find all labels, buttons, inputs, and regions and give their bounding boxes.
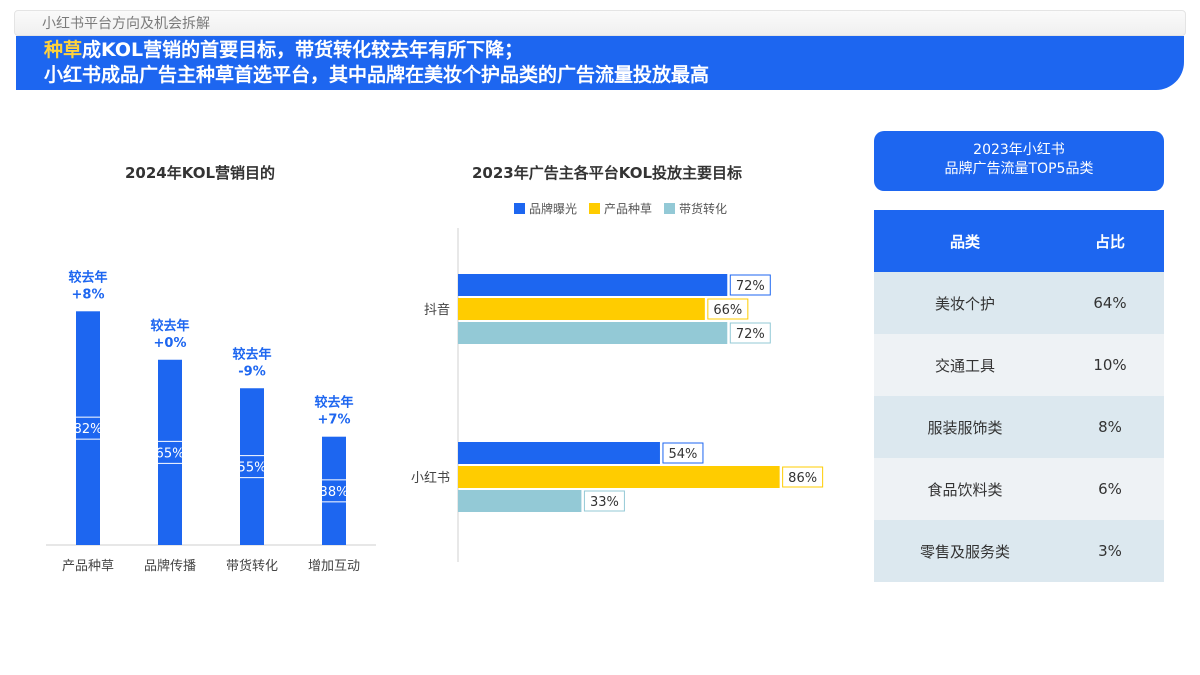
top5-card-header: 2023年小红书 品牌广告流量TOP5品类 — [874, 131, 1164, 191]
x-tick-label: 产品种草 — [62, 559, 114, 574]
change-value-label: +8% — [72, 287, 105, 302]
bar-value-label: 66% — [713, 303, 742, 318]
bar — [76, 311, 100, 545]
breadcrumb-bar — [14, 10, 1186, 36]
bar-label-box — [662, 442, 704, 464]
headline-line-1: 种草成KOL营销的首要目标，带货转化较去年有所下降； — [44, 38, 709, 63]
table-cell-category: 美妆个护 — [934, 294, 995, 313]
bar-label-box — [151, 440, 189, 464]
y-tick-label: 抖音 — [424, 302, 450, 318]
legend-label: 带货转化 — [679, 202, 728, 216]
table-row: 交通工具 10% — [874, 334, 1164, 396]
legend-item-sales-conversion: 带货转化 — [664, 200, 727, 217]
bar-value-label: 65% — [156, 446, 185, 461]
bar-label-box — [729, 274, 771, 296]
legend-item-product-seeding: 产品种草 — [589, 200, 652, 217]
platform-goals-chart: 抖音 72% 66% 72% 小红书 54% 86% 33% — [411, 228, 824, 562]
bar-value-label: 82% — [74, 422, 103, 437]
bar-label-box — [729, 322, 771, 344]
headline-highlight: 种草 — [44, 39, 83, 61]
legend-swatch — [589, 203, 601, 214]
change-value-label: +0% — [154, 336, 187, 351]
legend-label: 品牌曝光 — [529, 202, 578, 216]
table-cell-share: 8% — [1098, 418, 1122, 436]
table-cell-category: 食品饮料类 — [927, 480, 1003, 499]
legend-swatch — [514, 203, 525, 214]
table-header-row: 品类 占比 — [874, 210, 1164, 272]
bar — [240, 388, 264, 545]
legend-label: 产品种草 — [604, 202, 653, 216]
table-cell-category: 交通工具 — [934, 356, 995, 375]
bar — [458, 466, 780, 488]
bar — [458, 322, 728, 344]
change-prefix-label: 较去年 — [68, 269, 107, 285]
bar-label-box — [69, 416, 107, 440]
bar-label-box — [583, 490, 625, 512]
bar-value-label: 54% — [669, 447, 698, 462]
legend-item-brand-exposure: 品牌曝光 — [514, 200, 577, 217]
table-cell-share: 10% — [1093, 356, 1127, 374]
change-prefix-label: 较去年 — [314, 395, 353, 411]
bar-value-label: 72% — [736, 279, 765, 294]
kol-goals-chart: 82% 较去年 +8% 产品种草 65% 较去年 +0% 品牌传播 55% 较去年 -9% 带货转化 3… — [46, 269, 376, 574]
x-tick-label: 带货转化 — [226, 558, 278, 574]
chart2-title: 2023年广告主各平台KOL投放主要目标 — [472, 164, 743, 182]
headline: 种草成KOL营销的首要目标，带货转化较去年有所下降； 小红书成品广告主种草首选平… — [44, 38, 709, 88]
headline-line-2: 小红书成品广告主种草首选平台，其中品牌在美妆个护品类的广告流量投放最高 — [44, 64, 710, 86]
bar-label-box — [782, 466, 824, 488]
table-cell-share: 3% — [1098, 542, 1122, 560]
table-cell-category: 服装服饰类 — [927, 418, 1003, 437]
table-row: 零售及服务类 3% — [874, 520, 1164, 582]
table-row: 服装服饰类 8% — [874, 396, 1164, 458]
change-value-label: -9% — [238, 364, 265, 379]
y-tick-label: 小红书 — [411, 470, 450, 486]
x-tick-label: 品牌传播 — [144, 558, 196, 574]
table-header-share: 占比 — [1094, 232, 1125, 251]
bar-label-box — [315, 479, 353, 503]
change-prefix-label: 较去年 — [232, 346, 271, 362]
chart2-legend: 品牌曝光 产品种草 带货转化 — [514, 200, 727, 217]
table-cell-share: 64% — [1093, 294, 1127, 312]
headline-banner — [16, 36, 1184, 90]
bar-value-label: 55% — [238, 461, 267, 476]
table-cell-category: 零售及服务类 — [919, 542, 1010, 561]
bar-value-label: 86% — [788, 471, 817, 486]
bar — [322, 436, 346, 545]
breadcrumb: 小红书平台方向及机会拆解 — [42, 16, 210, 32]
top5-title-line-1: 2023年小红书 — [973, 142, 1065, 158]
bar — [458, 298, 705, 320]
bar-value-label: 33% — [590, 495, 619, 510]
table-row: 食品饮料类 6% — [874, 458, 1164, 520]
bar-label-box — [233, 455, 271, 479]
change-prefix-label: 较去年 — [150, 318, 189, 334]
headline-line-1-text: 成KOL营销的首要目标，带货转化较去年有所下降； — [82, 39, 524, 61]
bar — [158, 359, 182, 545]
top5-title-line-2: 品牌广告流量TOP5品类 — [944, 161, 1094, 177]
bar — [458, 490, 582, 512]
bar — [458, 274, 728, 296]
legend-swatch — [664, 203, 676, 214]
top5-table: 品类 占比 美妆个护 64% 交通工具 10% 服装服饰类 8% 食品饮料类 6… — [874, 210, 1164, 582]
bar-label-box — [707, 298, 749, 320]
change-value-label: +7% — [318, 413, 351, 428]
table-header-category: 品类 — [949, 232, 980, 251]
bar — [458, 442, 660, 464]
bar-value-label: 72% — [736, 327, 765, 342]
table-cell-share: 6% — [1098, 480, 1122, 498]
table-row: 美妆个护 64% — [874, 272, 1164, 334]
chart1-title: 2024年KOL营销目的 — [125, 164, 276, 182]
bar-value-label: 38% — [320, 485, 349, 500]
x-tick-label: 增加互动 — [308, 559, 360, 574]
